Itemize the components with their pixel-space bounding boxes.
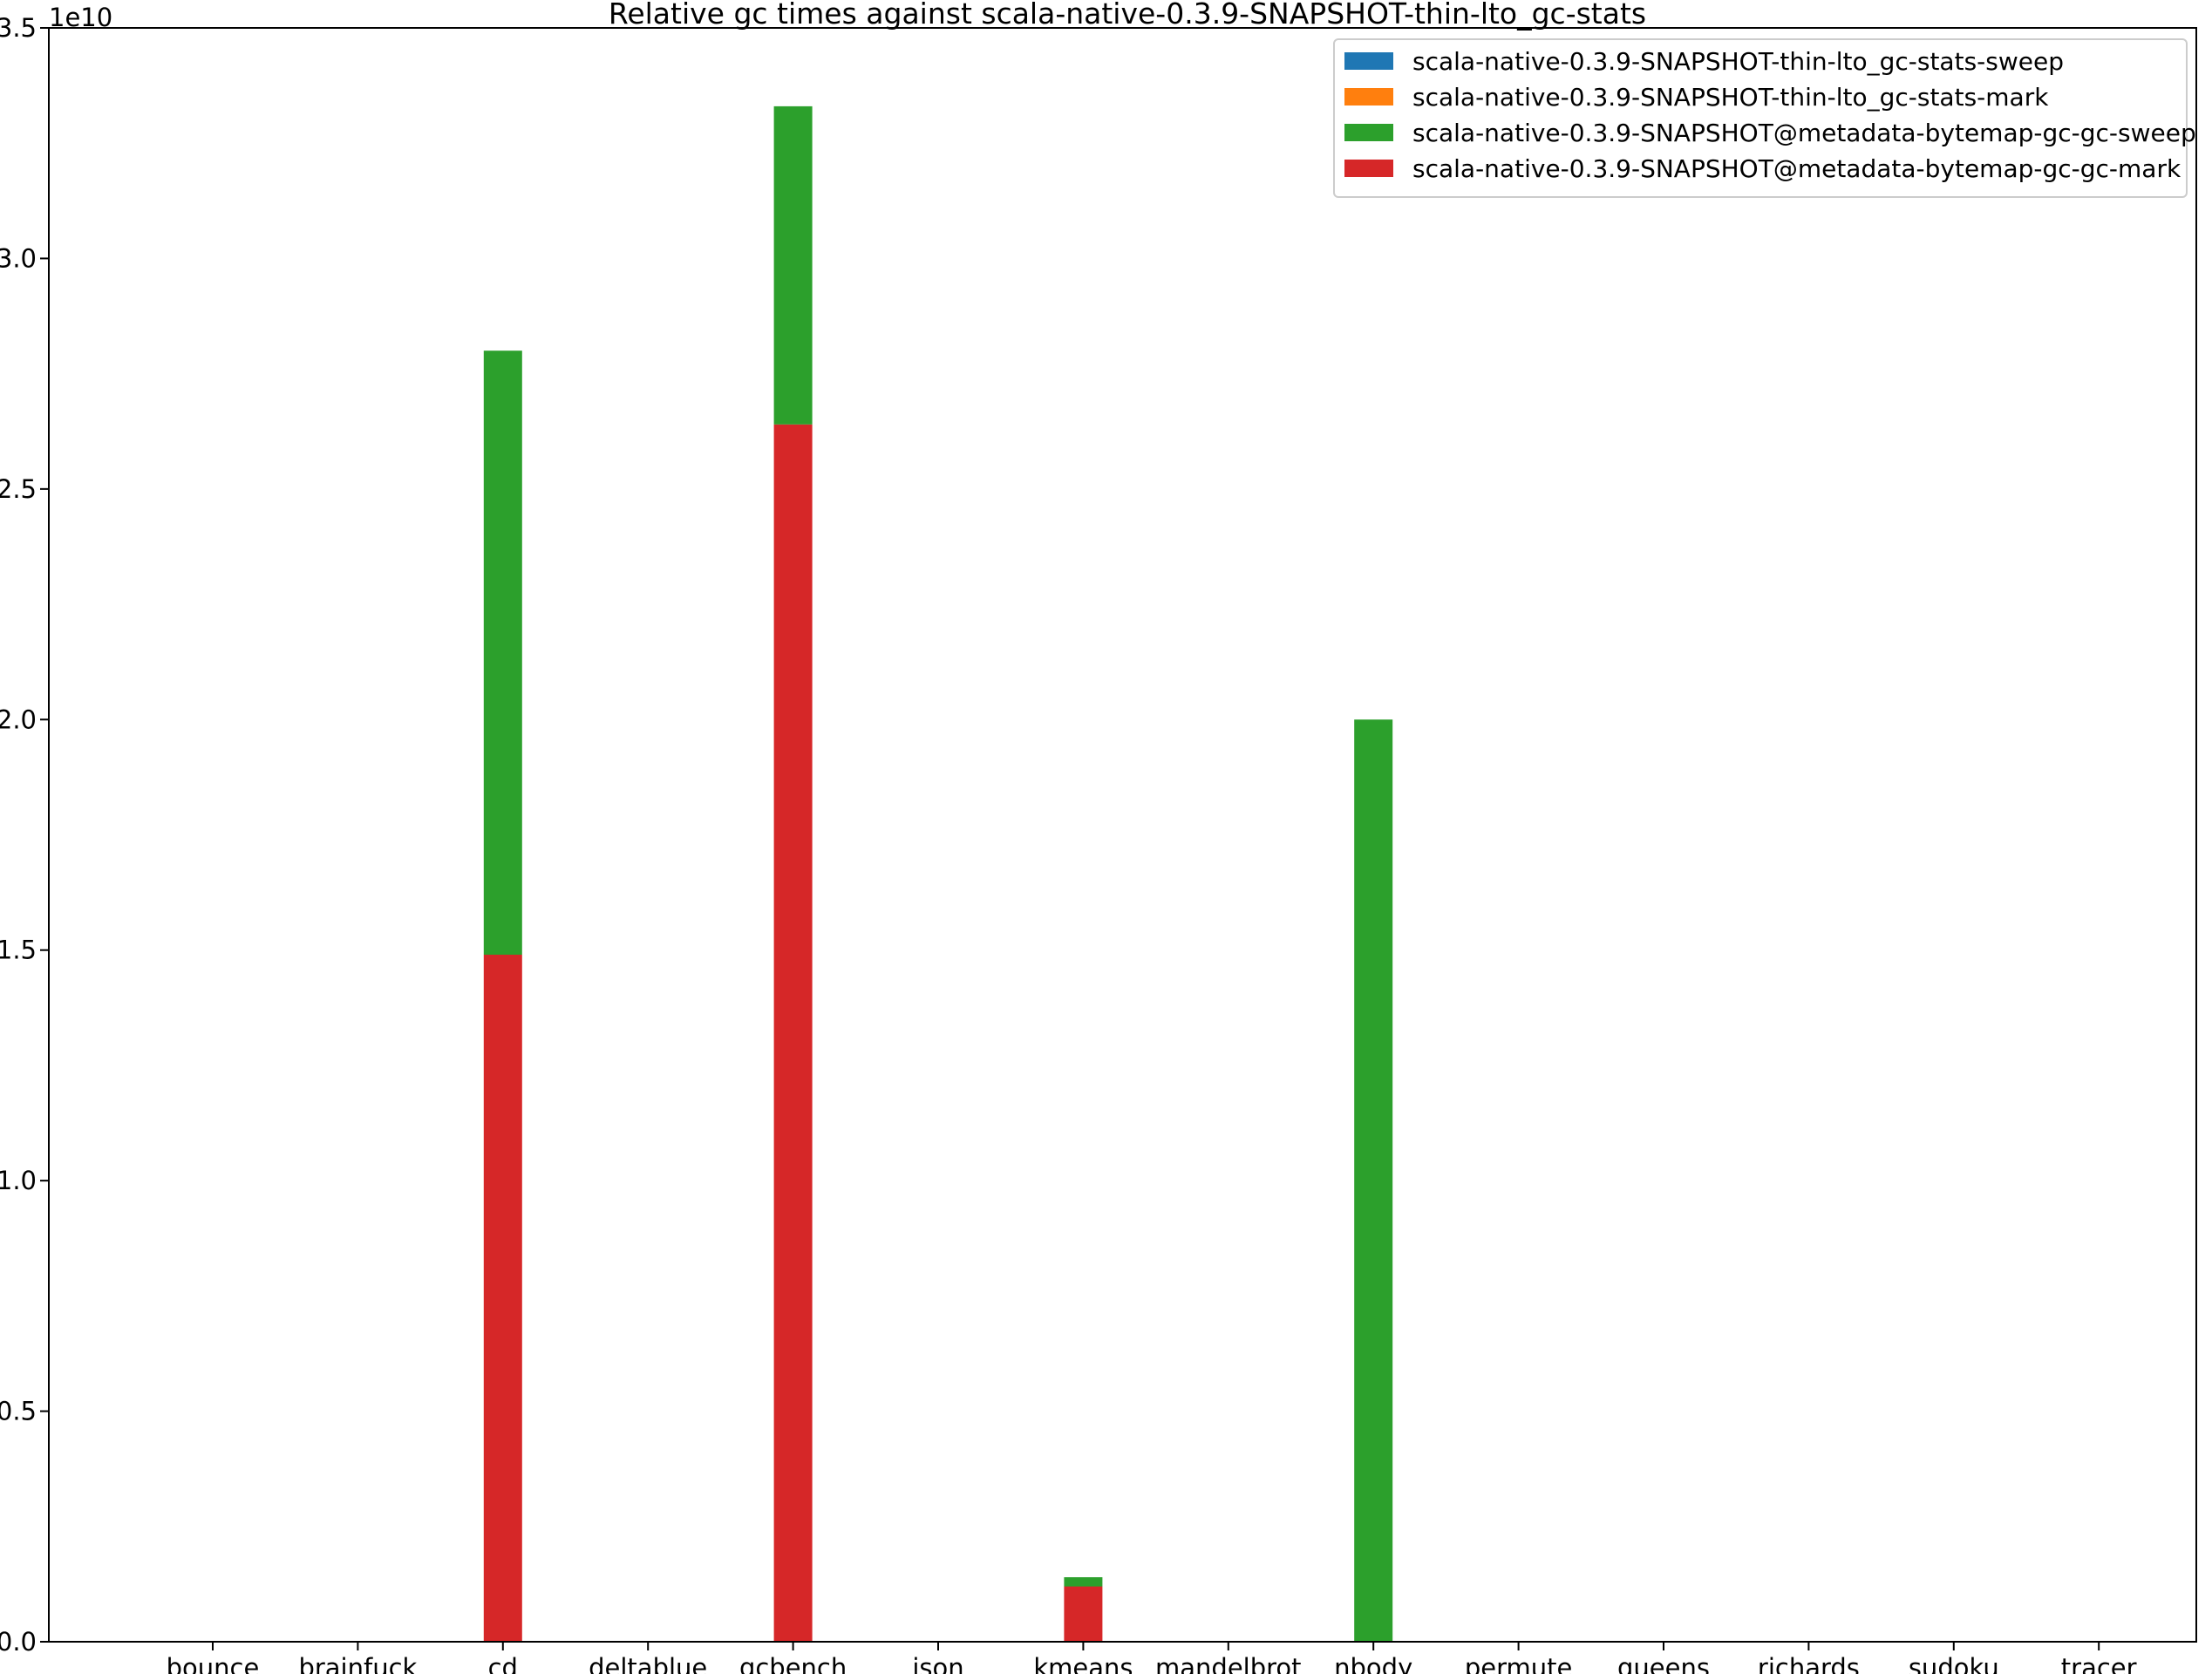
x-tick-label-cd: cd <box>488 1653 518 1674</box>
y-tick-label: 3.0 <box>0 243 37 273</box>
x-tick-label-bounce: bounce <box>167 1653 260 1674</box>
y-axis: 0.0 0.5 1.0 1.5 2.0 2.5 3.0 3.5 <box>0 13 49 1657</box>
x-tick-label-nbody: nbody <box>1334 1653 1412 1674</box>
y-tick-label: 2.0 <box>0 704 37 734</box>
x-tick-label-queens: queens <box>1617 1653 1710 1674</box>
legend-swatch <box>1344 124 1393 141</box>
y-tick-label: 0.5 <box>0 1397 37 1426</box>
bars-layer <box>483 105 1393 1642</box>
bar-cd-series-3 <box>483 955 522 1642</box>
bar-cd-series-2 <box>483 350 522 955</box>
x-tick-label-richards: richards <box>1758 1653 1860 1674</box>
legend-swatch <box>1344 88 1393 105</box>
x-tick-label-sudoku: sudoku <box>1909 1653 1999 1674</box>
legend-label: scala-native-0.3.9-SNAPSHOT@metadata-byt… <box>1412 119 2196 147</box>
x-tick-label-kmeans: kmeans <box>1033 1653 1133 1674</box>
bar-kmeans-series-3 <box>1064 1586 1103 1642</box>
y-tick-label: 1.0 <box>0 1166 37 1195</box>
x-tick-label-gcbench: gcbench <box>739 1653 847 1674</box>
bar-gcbench-series-2 <box>773 105 813 425</box>
y-tick-label: 0.0 <box>0 1627 37 1657</box>
chart-title: Relative gc times against scala-native-0… <box>609 0 1646 31</box>
x-tick-label-tracer: tracer <box>2061 1653 2137 1674</box>
plot-frame <box>48 27 2197 1643</box>
x-tick-label-mandelbrot: mandelbrot <box>1155 1653 1302 1674</box>
bar-kmeans-series-2 <box>1064 1577 1103 1587</box>
legend-box <box>1333 38 2188 198</box>
x-tick-label-json: json <box>911 1653 963 1674</box>
legend-label: scala-native-0.3.9-SNAPSHOT-thin-lto_gc-… <box>1412 83 2049 112</box>
x-tick-label-brainfuck: brainfuck <box>298 1653 417 1674</box>
x-tick-label-permute: permute <box>1465 1653 1573 1674</box>
y-tick-label: 2.5 <box>0 474 37 504</box>
x-axis: bounce brainfuck cd deltablue gcbench json kme… <box>167 1642 2137 1674</box>
legend-label: scala-native-0.3.9-SNAPSHOT-thin-lto_gc-… <box>1412 47 2064 76</box>
bar-nbody-series-2 <box>1354 719 1393 1642</box>
bar-gcbench-series-3 <box>773 424 813 1642</box>
legend: scala-native-0.3.9-SNAPSHOT-thin-lto_gc-… <box>1333 38 2196 198</box>
y-tick-label: 3.5 <box>0 13 37 43</box>
legend-swatch <box>1344 52 1393 70</box>
y-tick-label: 1.5 <box>0 936 37 965</box>
legend-label: scala-native-0.3.9-SNAPSHOT@metadata-byt… <box>1412 154 2181 183</box>
legend-swatch <box>1344 160 1393 177</box>
x-tick-label-deltablue: deltablue <box>589 1653 707 1674</box>
